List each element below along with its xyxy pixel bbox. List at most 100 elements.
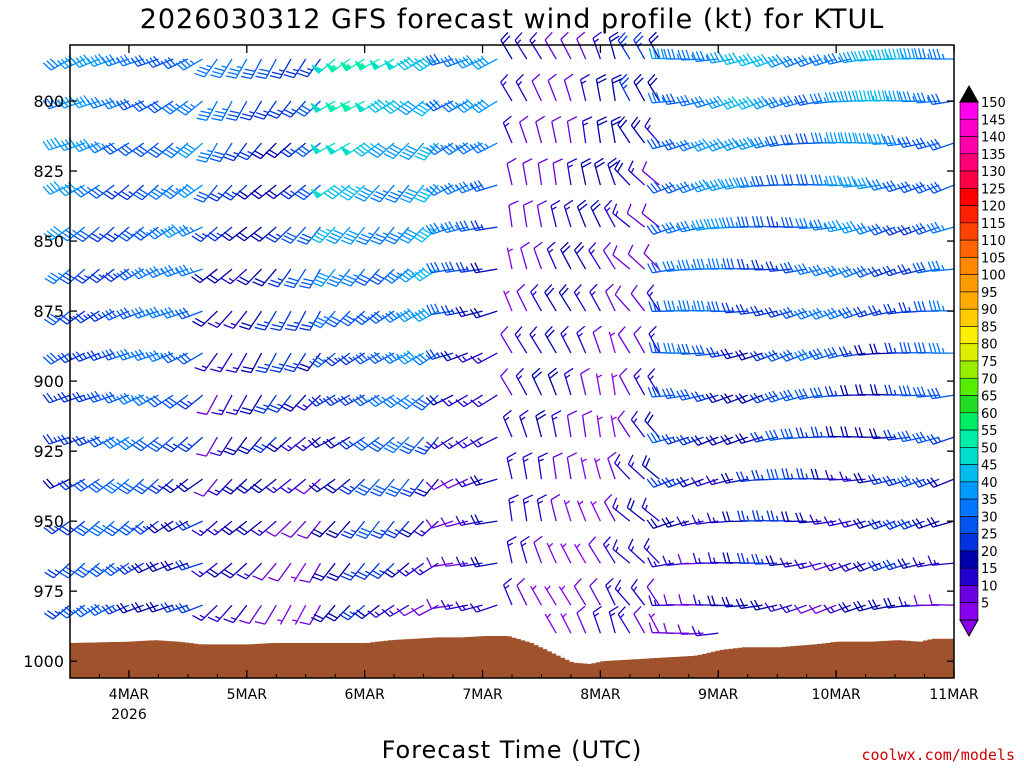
wind-barb bbox=[884, 90, 910, 102]
wind-barb bbox=[235, 520, 262, 536]
wind-barb bbox=[627, 244, 646, 270]
wind-barb bbox=[633, 73, 646, 102]
wind-barb bbox=[412, 394, 439, 411]
wind-barb bbox=[706, 51, 734, 64]
wind-barb bbox=[838, 602, 866, 613]
wind-barb bbox=[614, 579, 631, 606]
wind-barb bbox=[339, 604, 366, 621]
wind-barb bbox=[397, 394, 425, 410]
wind-barb bbox=[207, 478, 233, 496]
wind-barb bbox=[192, 604, 218, 622]
wind-barb bbox=[808, 54, 837, 67]
x-tick-label: 6MAR bbox=[345, 687, 386, 703]
credit-text: coolwx.com/models bbox=[861, 746, 1015, 764]
wind-barb bbox=[352, 142, 380, 157]
wind-barb bbox=[506, 451, 517, 480]
wind-barb bbox=[867, 519, 896, 530]
wind-barb bbox=[928, 594, 955, 606]
wind-barb bbox=[369, 58, 395, 71]
wind-barb bbox=[279, 184, 307, 200]
colorbar-label: 150 bbox=[981, 96, 1006, 111]
colorbar-swatch bbox=[959, 464, 979, 483]
colorbar-swatch bbox=[959, 257, 979, 275]
wind-barb bbox=[323, 478, 351, 494]
x-tick-label: 5MAR bbox=[227, 687, 268, 703]
wind-barb bbox=[691, 344, 719, 357]
colorbar-swatch bbox=[959, 274, 979, 293]
wind-barb bbox=[646, 431, 675, 444]
wind-barb bbox=[808, 560, 837, 571]
colorbar-swatch bbox=[959, 516, 979, 534]
wind-barb bbox=[750, 599, 778, 611]
wind-barb bbox=[537, 158, 549, 186]
wind-barb bbox=[518, 115, 529, 144]
wind-barb bbox=[368, 562, 395, 580]
wind-barb bbox=[646, 137, 675, 150]
wind-barb bbox=[838, 562, 866, 572]
wind-barb bbox=[897, 136, 925, 148]
wind-barb bbox=[87, 268, 115, 284]
wind-barb bbox=[146, 394, 174, 408]
wind-barb bbox=[592, 31, 602, 60]
wind-barb bbox=[131, 562, 159, 574]
wind-barb bbox=[469, 179, 498, 192]
colorbar-label: 105 bbox=[981, 251, 1006, 266]
wind-barb bbox=[235, 184, 262, 200]
wind-barb bbox=[503, 290, 513, 312]
wind-barb bbox=[853, 306, 881, 318]
wind-barb bbox=[255, 352, 277, 374]
wind-barb bbox=[209, 142, 233, 163]
wind-barb bbox=[566, 452, 578, 480]
wind-barb bbox=[290, 562, 307, 583]
wind-barb bbox=[576, 325, 587, 354]
wind-barb bbox=[618, 367, 631, 396]
wind-barb bbox=[928, 48, 955, 60]
colorbar-swatch bbox=[959, 326, 979, 345]
x-tick-sublabel: 2026 bbox=[111, 707, 147, 723]
wind-barb bbox=[720, 434, 748, 446]
wind-barb bbox=[193, 478, 218, 497]
wind-barb bbox=[882, 180, 910, 193]
wind-barb bbox=[220, 520, 248, 536]
wind-barb bbox=[779, 306, 807, 320]
wind-barb bbox=[294, 184, 321, 201]
wind-barb bbox=[175, 183, 203, 199]
wind-barb bbox=[607, 157, 619, 186]
wind-barb bbox=[117, 520, 145, 536]
wind-barb bbox=[617, 116, 631, 144]
wind-barb bbox=[573, 578, 587, 606]
wind-barb bbox=[205, 226, 233, 242]
wind-barb bbox=[383, 436, 410, 454]
wind-barb bbox=[779, 603, 807, 614]
wind-barb bbox=[603, 493, 616, 522]
colorbar-swatch bbox=[959, 101, 979, 120]
wind-barb bbox=[131, 520, 159, 535]
wind-barb bbox=[853, 177, 881, 190]
wind-barb bbox=[72, 184, 100, 198]
wind-barb bbox=[928, 300, 955, 312]
wind-barb bbox=[339, 100, 365, 113]
y-tick-label: 975 bbox=[33, 582, 64, 601]
wind-barb bbox=[529, 326, 543, 354]
wind-barb bbox=[927, 260, 955, 272]
wind-barb bbox=[382, 99, 410, 115]
wind-barb bbox=[648, 595, 675, 607]
wind-barb bbox=[191, 268, 218, 284]
wind-barb bbox=[116, 602, 144, 614]
wind-barb bbox=[440, 304, 468, 316]
wind-barb bbox=[299, 562, 322, 583]
wind-barb bbox=[823, 604, 852, 614]
wind-barb bbox=[882, 559, 910, 571]
wind-barb bbox=[209, 436, 233, 457]
wind-barb bbox=[269, 352, 292, 373]
wind-barb bbox=[530, 585, 543, 606]
wind-barb bbox=[677, 343, 704, 355]
wind-barb bbox=[310, 100, 336, 114]
wind-barb bbox=[225, 394, 248, 415]
wind-barb bbox=[86, 390, 115, 403]
wind-barb bbox=[354, 58, 380, 71]
wind-barb bbox=[455, 478, 483, 488]
wind-barb bbox=[101, 348, 130, 361]
wind-barb bbox=[426, 303, 454, 316]
wind-barb bbox=[551, 410, 562, 438]
